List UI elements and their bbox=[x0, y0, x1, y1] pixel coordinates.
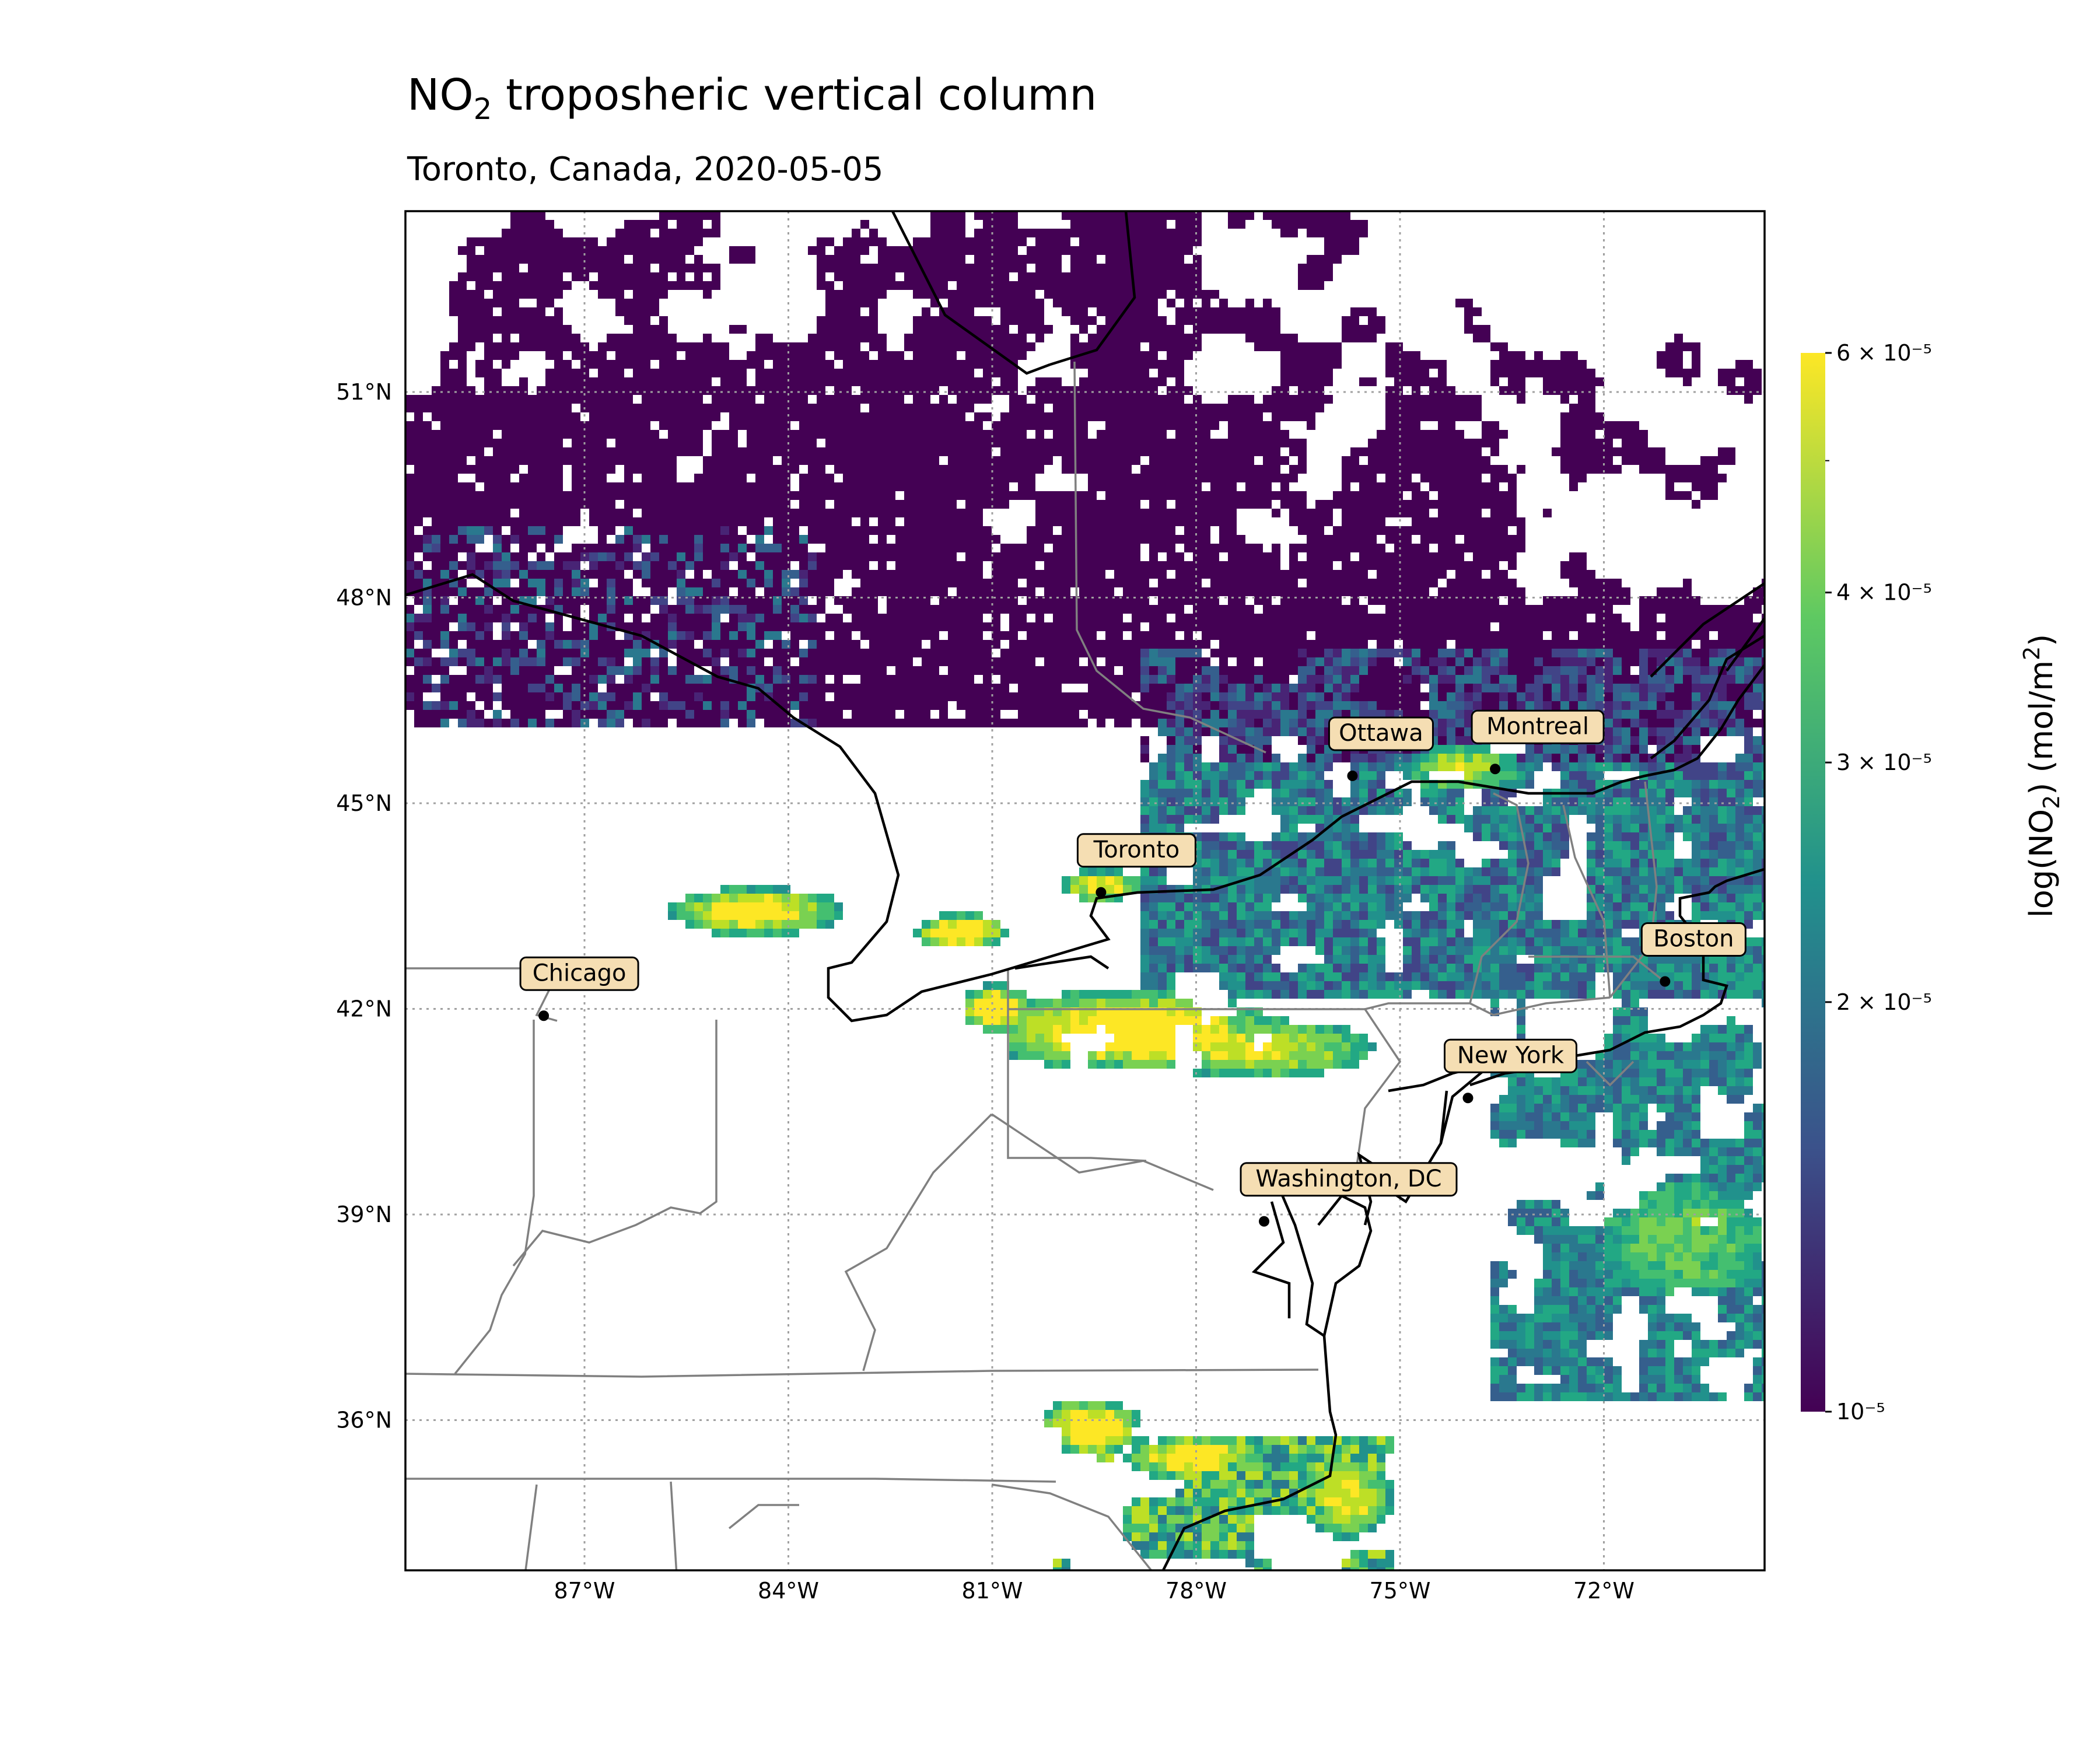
lat-tick-label: 36°N bbox=[336, 1408, 392, 1433]
lat-tick-label: 45°N bbox=[336, 790, 392, 816]
lon-tick-label: 75°W bbox=[1370, 1578, 1431, 1604]
state-boundaries bbox=[405, 361, 1664, 1570]
city-dot bbox=[1462, 1093, 1474, 1104]
city-dot bbox=[538, 1010, 550, 1021]
city-label: Montreal bbox=[1486, 713, 1589, 740]
city-label-box bbox=[1444, 1038, 1577, 1073]
lon-tick-label: 72°W bbox=[1573, 1578, 1634, 1604]
map-frame bbox=[404, 210, 1766, 1572]
city-dot bbox=[1490, 764, 1501, 775]
colorbar bbox=[1801, 353, 1825, 1412]
city-dot bbox=[1347, 771, 1358, 781]
chart-subtitle: Toronto, Canada, 2020-05-05 bbox=[407, 150, 884, 188]
city-label-box bbox=[1640, 922, 1746, 957]
city-dot bbox=[1259, 1216, 1269, 1227]
lon-tick-label: 78°W bbox=[1166, 1578, 1227, 1604]
colorbar-label: log(NO2) (mol/m2) bbox=[2019, 634, 2064, 918]
lon-tick-label: 87°W bbox=[554, 1578, 615, 1604]
lat-tick-label: 42°N bbox=[336, 996, 392, 1022]
lat-tick-label: 39°N bbox=[336, 1202, 392, 1227]
lon-tick-label: 84°W bbox=[758, 1578, 819, 1604]
colorbar-tick-label: 6 × 10⁻⁵ bbox=[1836, 340, 1932, 366]
longitude-ticks: 87°W 84°W 81°W 78°W 75°W 72°W bbox=[554, 1578, 1634, 1604]
city-markers: Ottawa Montreal Toronto Boston Chicago New Yo… bbox=[519, 709, 1746, 1227]
colorbar-tick-label: 4 × 10⁻⁵ bbox=[1836, 580, 1932, 606]
colorbar-tick-label: 10⁻⁵ bbox=[1836, 1399, 1885, 1424]
colorbar-ticks: 6 × 10⁻⁵ 4 × 10⁻⁵ 3 × 10⁻⁵ 2 × 10⁻⁵ 10⁻⁵ bbox=[1825, 340, 1932, 1424]
city-label-box bbox=[1240, 1162, 1458, 1197]
city-label-box bbox=[1471, 709, 1605, 744]
chart-title: NO2 troposheric vertical column bbox=[407, 70, 1097, 126]
lon-tick-label: 81°W bbox=[962, 1578, 1023, 1604]
lat-tick-label: 48°N bbox=[336, 585, 392, 611]
city-label-box bbox=[519, 956, 639, 991]
city-label: Toronto bbox=[1093, 836, 1180, 863]
city-label: Chicago bbox=[533, 960, 626, 986]
lat-tick-label: 51°N bbox=[336, 379, 392, 405]
city-label: Ottawa bbox=[1339, 720, 1423, 747]
city-label: Washington, DC bbox=[1255, 1166, 1441, 1192]
city-dot bbox=[1096, 887, 1107, 898]
colorbar-tick-label: 2 × 10⁻⁵ bbox=[1836, 989, 1932, 1015]
city-label: New York bbox=[1457, 1042, 1564, 1069]
city-dot bbox=[1660, 976, 1671, 987]
city-label: Boston bbox=[1653, 926, 1734, 953]
colorbar-tick-label: 3 × 10⁻⁵ bbox=[1836, 750, 1932, 775]
city-label-box bbox=[1076, 833, 1196, 868]
latitude-ticks: 51°N 48°N 45°N 42°N 39°N 36°N bbox=[336, 379, 392, 1433]
city-label-box bbox=[1328, 716, 1434, 751]
